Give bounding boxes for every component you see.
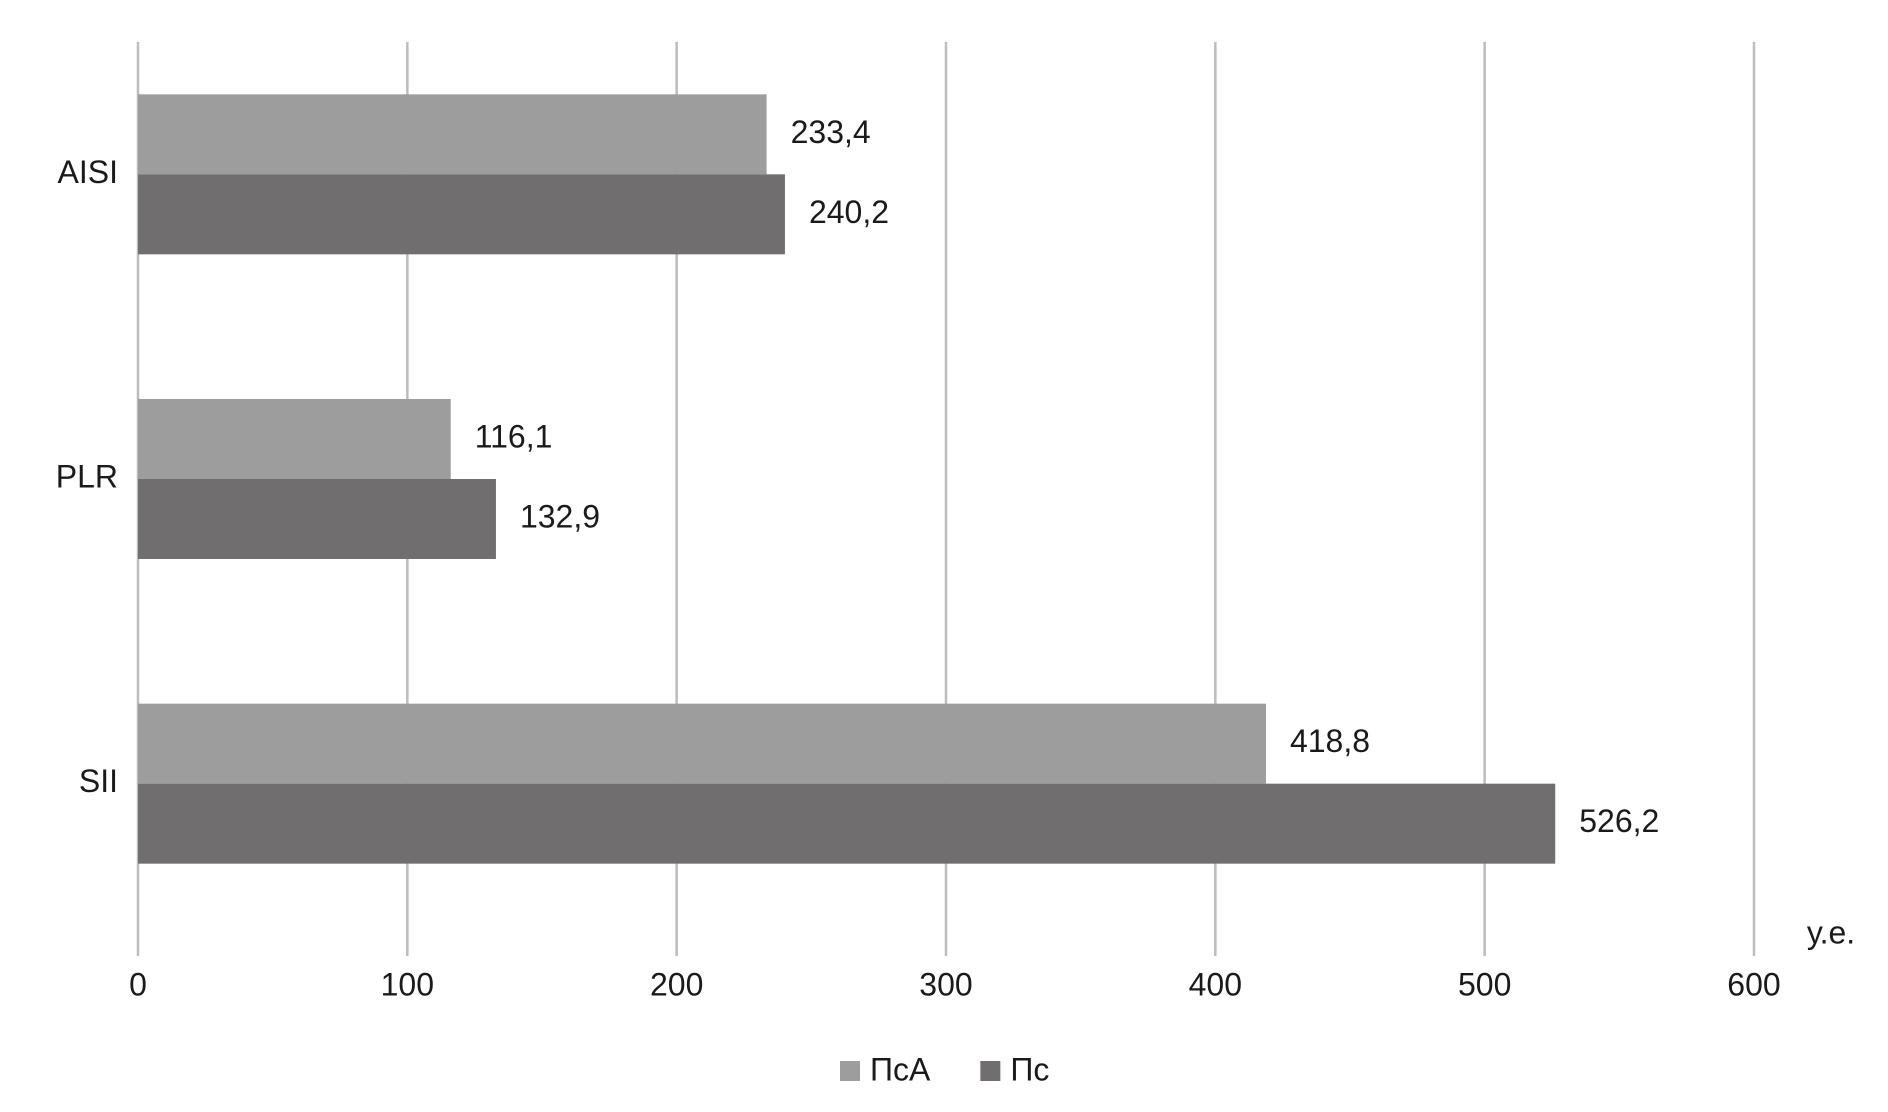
legend-swatch	[840, 1061, 860, 1081]
x-tick-label: 300	[919, 966, 972, 1002]
y-tick-label: SII	[79, 763, 118, 799]
bar	[138, 703, 1266, 784]
x-tick-label: 200	[650, 966, 703, 1002]
x-tick-label: 500	[1458, 966, 1511, 1002]
bar	[138, 479, 496, 559]
data-label: 526,2	[1579, 803, 1659, 839]
x-tick-label: 100	[381, 966, 434, 1002]
bar	[138, 399, 451, 479]
x-tick-label: 400	[1189, 966, 1242, 1002]
axis-unit-label: у.е.	[1807, 914, 1855, 950]
bar	[138, 783, 1556, 864]
data-label: 240,2	[809, 194, 889, 230]
legend-label: ПсА	[870, 1051, 931, 1087]
data-label: 233,4	[791, 114, 871, 150]
data-label: 418,8	[1290, 723, 1370, 759]
legend-swatch	[980, 1061, 1001, 1081]
y-tick-label: PLR	[56, 458, 118, 494]
x-tick-label: 600	[1727, 966, 1780, 1002]
bar	[138, 174, 785, 255]
data-label: 116,1	[475, 418, 553, 454]
legend-label: Пс	[1010, 1051, 1049, 1087]
y-tick-label: AISI	[58, 154, 118, 190]
x-tick-label: 0	[129, 966, 147, 1002]
bar	[138, 94, 767, 175]
data-label: 132,9	[520, 498, 600, 534]
